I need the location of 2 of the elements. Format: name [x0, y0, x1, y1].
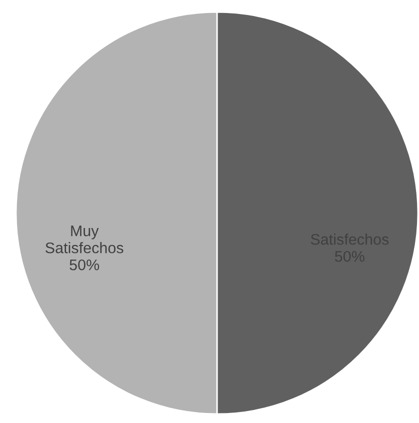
data-label: 50%: [70, 259, 100, 270]
slice-label: Muy Satisfechos: [46, 226, 124, 254]
